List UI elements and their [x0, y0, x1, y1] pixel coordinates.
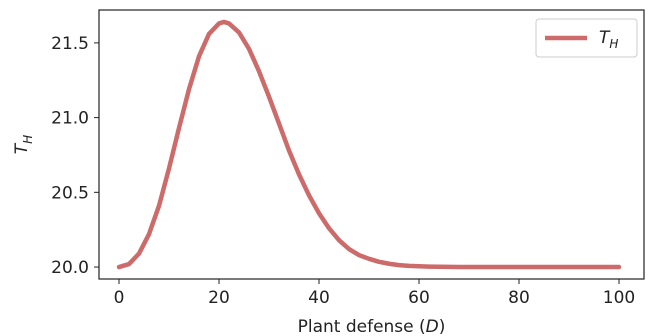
plot-area-frame — [98, 9, 645, 280]
x-tick-label: 20 — [208, 288, 230, 308]
y-tick-label: 21.5 — [51, 34, 89, 54]
y-axis-ticks: 20.0 20.5 21.0 21.5 — [51, 34, 99, 278]
y-tick-label: 20.0 — [51, 258, 89, 278]
x-tick-label: 0 — [114, 288, 125, 308]
y-axis-label: TH — [12, 135, 35, 154]
y-tick-label: 20.5 — [51, 183, 89, 203]
legend-label: TH — [599, 28, 618, 51]
x-tick-label: 100 — [603, 288, 635, 308]
x-tick-label: 80 — [508, 288, 530, 308]
series-layer — [116, 19, 622, 270]
x-tick-label: 60 — [408, 288, 430, 308]
y-tick-label: 21.0 — [51, 109, 89, 129]
legend: TH — [535, 18, 638, 58]
x-axis-ticks: 0 20 40 60 80 100 — [114, 279, 635, 308]
series-line-th — [116, 19, 622, 270]
x-tick-label: 40 — [308, 288, 330, 308]
x-axis-label: Plant defense (D) — [298, 317, 446, 336]
